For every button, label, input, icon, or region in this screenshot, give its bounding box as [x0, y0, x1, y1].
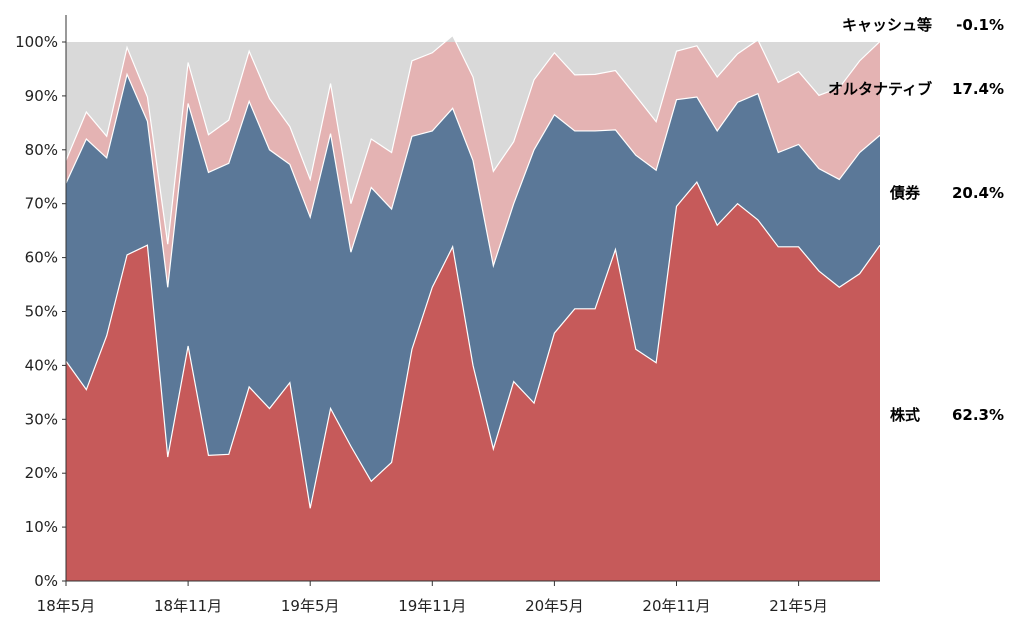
y-tick-label: 20% — [25, 464, 58, 482]
area-layer — [65, 34, 881, 581]
area-series-0 — [66, 182, 880, 581]
series-value-label: 17.4% — [952, 80, 1004, 98]
series-value-label: -0.1% — [956, 16, 1004, 34]
series-name-label: キャッシュ等 — [842, 16, 932, 34]
series-name-label: 株式 — [890, 406, 920, 424]
y-tick-label: 40% — [25, 356, 58, 374]
series-boundary-line-1 — [65, 72, 881, 288]
series-value-label: 62.3% — [952, 406, 1004, 424]
series-boundary-line-2 — [65, 34, 881, 245]
x-tick-label: 19年5月 — [281, 597, 340, 615]
series-name-label: オルタナティブ — [828, 80, 932, 98]
y-tick-label: 90% — [25, 87, 58, 105]
y-tick-label: 50% — [25, 303, 58, 321]
area-series-3 — [66, 35, 880, 245]
series-name-label: 債券 — [889, 184, 921, 202]
x-tick-label: 18年5月 — [37, 597, 96, 615]
series-labels: 株式 62.3% 債券 20.4% オルタナティブ 17.4% キャッシュ等 -0.1% — [828, 16, 1004, 424]
x-tick-label: 21年5月 — [769, 597, 828, 615]
y-axis: 0% 10% 20% 30% 40% 50% 60% 70% 80% 90% 100% — [15, 15, 67, 590]
series-value-label: 20.4% — [952, 184, 1004, 202]
y-tick-label: 80% — [25, 141, 58, 159]
x-tick-label: 20年5月 — [525, 597, 584, 615]
x-tick-label: 20年11月 — [642, 597, 710, 615]
x-axis: 18年5月 18年11月 19年5月 19年11月 20年5月 20年11月 21年5月 — [37, 580, 880, 615]
y-tick-label: 10% — [25, 518, 58, 536]
series-boundary-line-0 — [65, 181, 881, 509]
y-tick-label: 0% — [34, 572, 58, 590]
y-tick-label: 70% — [25, 195, 58, 213]
y-tick-label: 100% — [15, 33, 58, 51]
area-series-1 — [66, 74, 880, 509]
area-series-2 — [66, 35, 880, 288]
y-tick-label: 30% — [25, 410, 58, 428]
y-tick-label: 60% — [25, 249, 58, 267]
x-tick-label: 19年11月 — [398, 597, 466, 615]
x-tick-label: 18年11月 — [154, 597, 222, 615]
